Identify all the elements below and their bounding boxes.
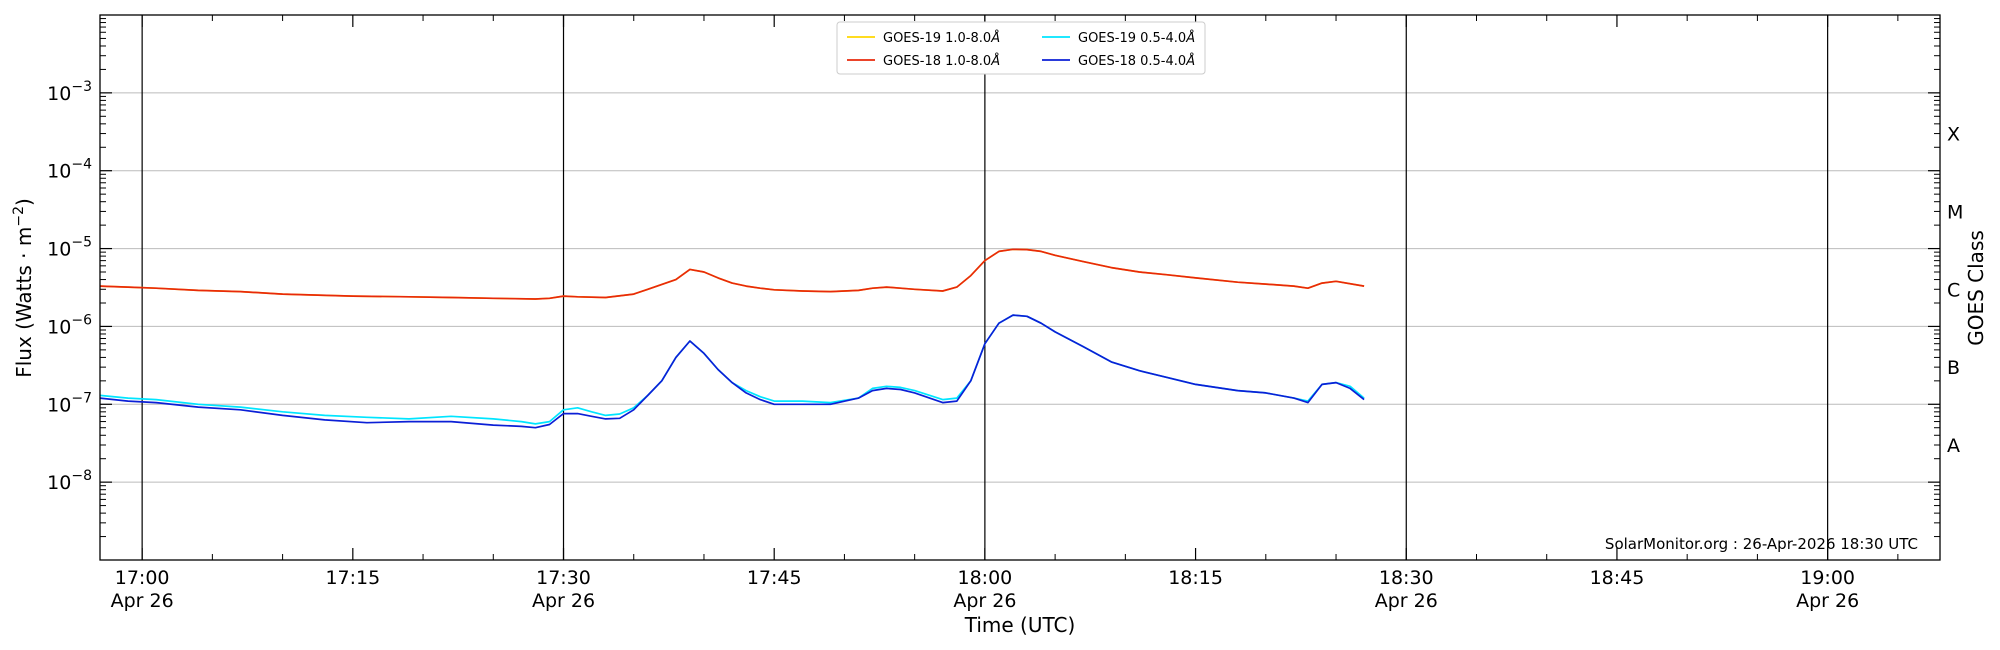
legend-label: GOES-18 1.0-8.0Å <box>883 53 1000 69</box>
x-tick-date-label: Apr 26 <box>953 590 1016 612</box>
y-tick-label: 10−5 <box>47 235 92 261</box>
goes-class-labels: X M C B A <box>1947 124 1963 457</box>
plot-background <box>100 15 1940 560</box>
y-tick-label: 10−4 <box>47 157 92 183</box>
x-tick-label: 17:15 <box>325 567 380 589</box>
goes-class-a: A <box>1947 435 1960 457</box>
x-tick-label: 18:45 <box>1590 567 1645 589</box>
x-tick-date-label: Apr 26 <box>1796 590 1859 612</box>
x-tick-date-label: Apr 26 <box>1375 590 1438 612</box>
legend: GOES-19 1.0-8.0Å GOES-19 0.5-4.0Å GOES-18 … <box>836 21 1206 75</box>
y-tick-label: 10−8 <box>47 468 92 494</box>
y-tick-label: 10−6 <box>47 312 92 338</box>
y-axis-title: Flux (Watts · m−2) <box>11 198 36 378</box>
x-tick-label: 17:00 <box>115 567 170 589</box>
goes-class-axis-title: GOES Class <box>1964 230 1988 346</box>
y-tick-label: 10−7 <box>47 390 92 416</box>
horizontal-gridlines <box>100 92 1940 483</box>
y-axis-title-exponent: −2 <box>11 206 27 227</box>
x-tick-label: 18:00 <box>958 567 1013 589</box>
flux-series <box>99 248 1365 429</box>
goes-class-b: B <box>1947 357 1960 379</box>
plot-frame <box>99 14 1941 561</box>
series-line-4 <box>99 314 1365 429</box>
x-axis-title: Time (UTC) <box>964 613 1076 637</box>
legend-label: GOES-19 1.0-8.0Å <box>883 30 1000 46</box>
y-axis-ticks: 10−8 10−7 10−6 10−5 10−4 10−3 <box>47 18 1940 538</box>
y-tick-label: 10−3 <box>47 79 92 105</box>
goes-class-x: X <box>1947 124 1960 146</box>
goes-class-c: C <box>1947 279 1960 301</box>
legend-label: GOES-19 0.5-4.0Å <box>1078 30 1195 46</box>
x-tick-label: 18:30 <box>1379 567 1434 589</box>
legend-label: GOES-18 0.5-4.0Å <box>1078 53 1195 69</box>
x-tick-label: 17:30 <box>536 567 591 589</box>
legend-box <box>836 21 1206 75</box>
credit-text: SolarMonitor.org : 26-Apr-2026 18:30 UTC <box>1605 535 1918 553</box>
x-tick-date-label: Apr 26 <box>111 590 174 612</box>
series-line-2 <box>99 248 1365 300</box>
goes-class-m: M <box>1947 201 1963 223</box>
x-tick-label: 18:15 <box>1168 567 1223 589</box>
x-tick-label: 19:00 <box>1800 567 1855 589</box>
x-tick-label: 17:45 <box>747 567 802 589</box>
x-tick-date-label: Apr 26 <box>532 590 595 612</box>
